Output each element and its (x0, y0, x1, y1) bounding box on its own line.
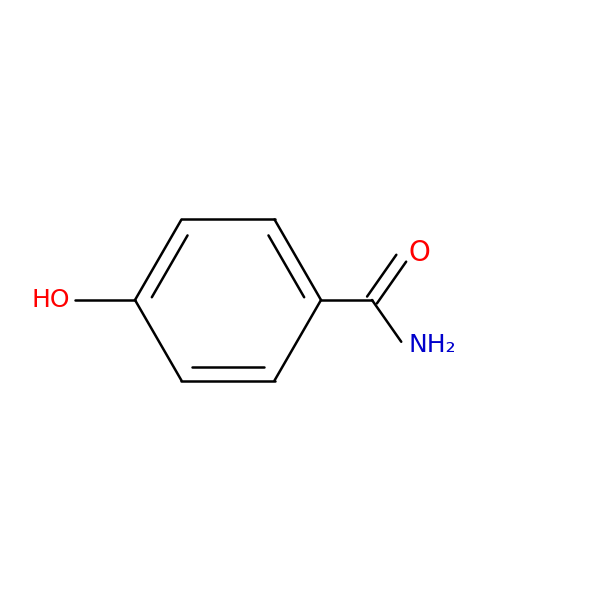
Text: HO: HO (32, 288, 70, 312)
Text: O: O (409, 239, 430, 268)
Text: NH₂: NH₂ (409, 333, 456, 357)
